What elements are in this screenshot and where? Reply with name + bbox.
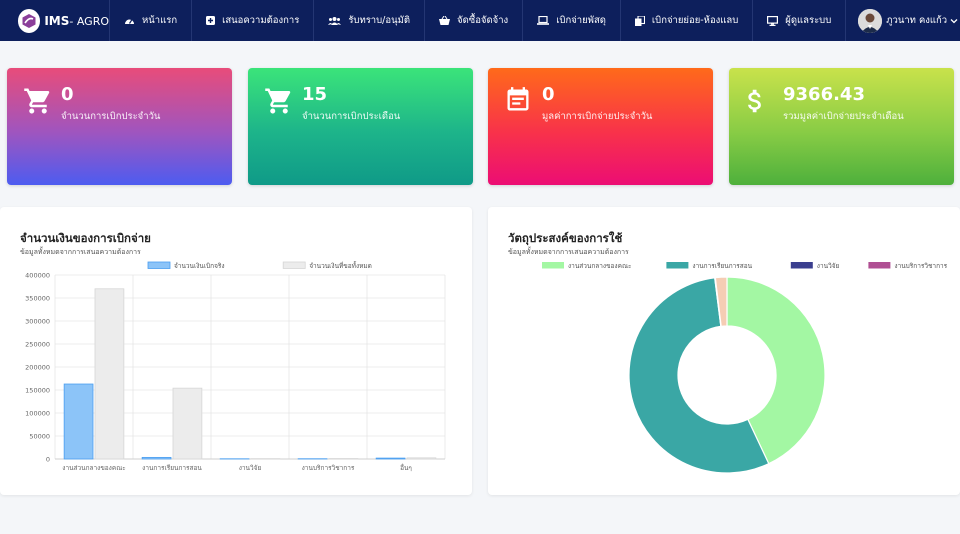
users-icon: [328, 17, 342, 25]
x-tick-label: งานบริการวิชาการ: [302, 464, 355, 472]
legend-item: งานวิจัย: [790, 262, 840, 270]
panel-title: จำนวนเงินของการเบิกจ่าย: [20, 231, 151, 245]
legend-item: งานส่วนกลางของคณะ: [542, 262, 631, 270]
x-tick-label: งานการเรียนการสอน: [142, 464, 202, 472]
y-tick-label: 100000: [25, 409, 50, 417]
nav-item-label: รับทราบ/อนุมัติ: [348, 15, 411, 26]
nav-item-label: จัดซื้อจัดจ้าง: [457, 15, 509, 26]
nav-item-lab-withdraw[interactable]: เบิกจ่ายย่อย-ห้องแลบ: [621, 0, 754, 41]
stat-value: 9366.43: [783, 84, 865, 105]
chevron-down-icon: [950, 18, 958, 23]
donut-chart: งานส่วนกลางของคณะ งานการเรียนการสอน งานวิจ…: [542, 262, 948, 474]
donut-slice: [714, 276, 728, 328]
legend-label: งานวิจัย: [817, 262, 840, 270]
nav-item-home[interactable]: หน้าแรก: [110, 0, 193, 41]
desktop-icon: [767, 15, 779, 26]
y-tick-label: 200000: [25, 363, 50, 371]
nav-item-admin[interactable]: ผู้ดูแลระบบ: [753, 0, 847, 41]
nav-item-label: เบิกจ่ายพัสดุ: [556, 15, 606, 26]
nav-item-approve[interactable]: รับทราบ/อนุมัติ: [314, 0, 426, 41]
x-tick-label: อื่นๆ: [400, 463, 412, 472]
legend-item: จำนวนเงินที่ขอทั้งหมด: [282, 261, 372, 270]
legend-item: จำนวนเงินเบิกจริง: [147, 261, 225, 270]
legend-swatch: [790, 262, 813, 269]
calendar-icon: [507, 87, 529, 111]
stat-card-daily-value: 0 มูลค่าการเบิกจ่ายประจำวัน: [488, 68, 713, 185]
legend-label: งานบริการวิชาการ: [894, 262, 947, 270]
donut-slice: [628, 277, 770, 474]
stat-label: รวมมูลค่าเบิกจ่ายประจำเดือน: [783, 111, 904, 122]
nav-item-label: หน้าแรก: [142, 15, 178, 26]
y-tick-label: 400000: [25, 271, 50, 279]
stat-card-monthly-count: 15 จำนวนการเบิกประเดือน: [248, 68, 473, 185]
plus-square-icon: [206, 16, 216, 25]
stat-label: มูลค่าการเบิกจ่ายประจำวัน: [542, 111, 653, 122]
bar-chart-panel: จำนวนเงินของการเบิกจ่าย ข้อมูลทั้งหมดจาก…: [0, 207, 472, 495]
legend-label: งานส่วนกลางของคณะ: [568, 262, 631, 270]
legend-item: งานการเรียนการสอน: [666, 262, 753, 270]
bar: [141, 456, 172, 460]
y-tick-label: 250000: [25, 340, 50, 348]
y-tick-label: 300000: [25, 317, 50, 325]
legend-label: งานการเรียนการสอน: [692, 262, 752, 270]
stat-card-monthly-value: 9366.43 รวมมูลค่าเบิกจ่ายประจำเดือน: [729, 68, 954, 185]
legend-item: งานบริการวิชาการ: [868, 262, 948, 270]
nav-item-withdraw[interactable]: เบิกจ่ายพัสดุ: [523, 0, 621, 41]
bar: [172, 387, 203, 460]
brand-name: IMS: [44, 13, 70, 28]
panel-subtitle: ข้อมูลทั้งหมดจากการเสนอความต้องการ: [20, 248, 141, 256]
legend-swatch: [666, 262, 689, 269]
y-tick-label: 50000: [29, 432, 50, 440]
y-tick-label: 150000: [25, 386, 50, 394]
brand[interactable]: IMS- AGRO: [0, 0, 110, 41]
stat-value: 0: [61, 84, 74, 105]
basket-icon: [439, 16, 451, 25]
user-name: ภูวนาท คงแก้ว: [886, 15, 948, 26]
stat-card-daily-count: 0 จำนวนการเบิกประจำวัน: [7, 68, 232, 185]
nav-item-request[interactable]: เสนอความต้องการ: [192, 0, 315, 41]
stat-label: จำนวนการเบิกประจำวัน: [61, 111, 161, 122]
y-tick-label: 0: [46, 455, 50, 463]
bar: [406, 457, 437, 460]
brand-sub: - AGRO: [69, 14, 109, 28]
legend-label: จำนวนเงินเบิกจริง: [174, 262, 225, 270]
dashboard-icon: [125, 18, 134, 24]
stat-value: 0: [542, 84, 555, 105]
donut-chart-panel: วัตถุประสงค์ของการใช้ ข้อมูลทั้งหมดจากกา…: [488, 207, 960, 495]
panel-subtitle: ข้อมูลทั้งหมดจากการเสนอความต้องการ: [508, 248, 629, 256]
laptop-icon: [537, 16, 550, 25]
bar: [63, 383, 94, 460]
bar: [375, 457, 406, 460]
nav-item-label: เสนอความต้องการ: [222, 15, 300, 26]
legend-swatch: [868, 262, 891, 269]
nav-item-label: ผู้ดูแลระบบ: [785, 15, 832, 26]
logo-icon: [18, 8, 41, 33]
dollar-icon: [748, 89, 761, 113]
stat-value: 15: [302, 84, 328, 105]
x-tick-label: งานส่วนกลางของคณะ: [62, 464, 125, 472]
nav-item-label: เบิกจ่ายย่อย-ห้องแลบ: [651, 15, 739, 26]
legend-label: จำนวนเงินที่ขอทั้งหมด: [309, 261, 372, 270]
avatar: [858, 8, 883, 33]
y-tick-label: 350000: [25, 294, 50, 302]
top-navbar: IMS- AGRO หน้าแรก เสนอความต้องการ รับทรา…: [0, 0, 960, 41]
bar: [94, 288, 125, 460]
cart-icon: [265, 88, 291, 114]
legend-swatch: [542, 262, 564, 269]
user-menu[interactable]: ภูวนาท คงแก้ว: [846, 8, 958, 33]
legend-swatch: [147, 261, 171, 269]
copy-icon: [634, 15, 645, 26]
x-tick-label: งานวิจัย: [239, 464, 262, 472]
legend-swatch: [282, 261, 306, 269]
donut-slice: [726, 276, 826, 465]
nav-item-procurement[interactable]: จัดซื้อจัดจ้าง: [425, 0, 524, 41]
cart-icon: [24, 88, 50, 114]
bar-chart: จำนวนเงินเบิกจริง จำนวนเงินที่ขอทั้งหมด 0 5…: [25, 261, 446, 472]
panel-title: วัตถุประสงค์ของการใช้: [508, 231, 623, 245]
stat-label: จำนวนการเบิกประเดือน: [302, 111, 401, 122]
